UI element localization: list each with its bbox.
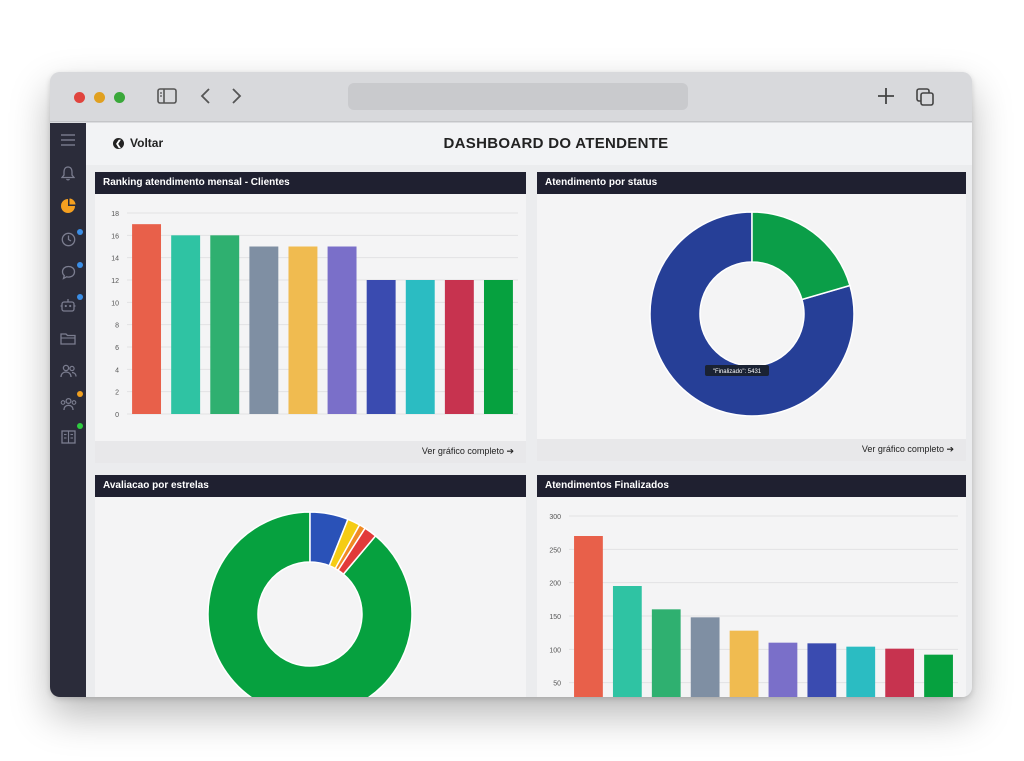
donut-slice[interactable]: [751, 211, 851, 301]
dashboard-content: ❮ Voltar DASHBOARD DO ATENDENTE Ranking …: [86, 123, 972, 697]
panel-ranking-footer: Ver gráfico completo ➔: [95, 441, 526, 463]
y-tick-label: 150: [549, 614, 561, 621]
group-icon[interactable]: [56, 393, 80, 415]
panel-stars: Avaliacao por estrelas: [95, 475, 526, 697]
panel-status-footer: Ver gráfico completo ➔: [537, 439, 966, 461]
address-bar[interactable]: [348, 83, 688, 110]
y-tick-label: 16: [111, 233, 119, 240]
users-icon[interactable]: [56, 360, 80, 382]
maximize-window-button[interactable]: [114, 92, 125, 103]
stars-donut-chart: [207, 511, 413, 697]
building-badge: [77, 423, 83, 429]
y-tick-label: 14: [111, 256, 119, 263]
ranking-bar-chart: 0 2 4 6 8 10 12 14 16 18: [111, 211, 518, 419]
bar[interactable]: [574, 536, 603, 697]
new-tab-icon[interactable]: [876, 86, 896, 111]
browser-window: ❮ Voltar DASHBOARD DO ATENDENTE Ranking …: [50, 72, 972, 697]
status-donut-chart: "Finalizado": 5431: [649, 211, 855, 417]
back-label: Voltar: [130, 136, 164, 150]
bar[interactable]: [729, 630, 759, 697]
bell-icon[interactable]: [56, 162, 80, 184]
clock-badge: [77, 229, 83, 235]
bar[interactable]: [846, 646, 876, 697]
back-arrow-icon: ❮: [113, 137, 124, 149]
back-nav-icon[interactable]: [198, 86, 214, 111]
status-tooltip: "Finalizado": 5431: [705, 365, 769, 376]
y-tick-label: 10: [111, 300, 119, 307]
y-tick-label: 12: [111, 278, 119, 285]
chat-icon[interactable]: [56, 261, 80, 283]
finalizados-bar-chart: 50 100 150 200 250 300: [549, 514, 958, 697]
bar[interactable]: [210, 235, 240, 414]
panel-stars-title: Avaliacao por estrelas: [95, 475, 526, 497]
y-tick-label: 200: [549, 581, 561, 588]
bar[interactable]: [288, 246, 318, 415]
minimize-window-button[interactable]: [94, 92, 105, 103]
bar[interactable]: [132, 224, 162, 414]
panel-status: Atendimento por status "Finalizado": 543…: [537, 172, 966, 461]
panel-finalizados-title: Atendimentos Finalizados: [537, 475, 966, 497]
status-full-chart-link[interactable]: Ver gráfico completo ➔: [861, 444, 954, 454]
panel-status-title: Atendimento por status: [537, 172, 966, 194]
bar[interactable]: [612, 586, 642, 697]
dashboard-topbar: ❮ Voltar DASHBOARD DO ATENDENTE: [86, 123, 972, 165]
panel-ranking: Ranking atendimento mensal - Clientes 0 2…: [95, 172, 526, 463]
menu-icon[interactable]: [56, 129, 80, 151]
bar[interactable]: [651, 609, 681, 697]
sidebar: [50, 123, 86, 697]
browser-titlebar: [50, 72, 972, 122]
bar[interactable]: [171, 235, 201, 414]
robot-icon[interactable]: [56, 294, 80, 316]
chat-badge: [77, 262, 83, 268]
y-tick-label: 4: [115, 367, 119, 374]
robot-badge: [77, 294, 83, 300]
bar[interactable]: [444, 280, 474, 414]
forward-nav-icon[interactable]: [228, 86, 244, 111]
y-tick-label: 100: [549, 647, 561, 654]
clock-icon[interactable]: [56, 228, 80, 250]
y-tick-label: 250: [549, 547, 561, 554]
donut-slice[interactable]: [207, 511, 413, 697]
status-tooltip-text: "Finalizado": 5431: [713, 369, 762, 375]
bar[interactable]: [924, 654, 953, 697]
close-window-button[interactable]: [74, 92, 85, 103]
bar[interactable]: [483, 280, 513, 414]
sidebar-toggle-icon[interactable]: [156, 86, 178, 111]
pie-chart-icon[interactable]: [56, 195, 80, 217]
bar[interactable]: [885, 648, 915, 697]
y-tick-label: 6: [115, 345, 119, 352]
bar[interactable]: [366, 280, 396, 414]
y-tick-label: 50: [553, 681, 561, 688]
y-tick-label: 18: [111, 211, 119, 218]
bar[interactable]: [405, 280, 435, 414]
bar[interactable]: [327, 246, 357, 415]
back-button[interactable]: ❮ Voltar: [113, 136, 163, 150]
donut-slice[interactable]: [337, 527, 377, 576]
bar[interactable]: [249, 246, 279, 415]
ranking-full-chart-link[interactable]: Ver gráfico completo ➔: [421, 446, 514, 456]
group-badge: [77, 391, 83, 397]
building-icon[interactable]: [56, 426, 80, 448]
tabs-overview-icon[interactable]: [914, 86, 936, 113]
bar[interactable]: [807, 643, 837, 697]
page-title: DASHBOARD DO ATENDENTE: [443, 135, 669, 152]
panel-ranking-title: Ranking atendimento mensal - Clientes: [95, 172, 526, 194]
bar[interactable]: [768, 642, 798, 697]
bar[interactable]: [690, 617, 720, 697]
y-tick-label: 300: [549, 514, 561, 521]
y-tick-label: 8: [115, 323, 119, 330]
folder-icon[interactable]: [56, 327, 80, 349]
y-tick-label: 2: [115, 390, 119, 397]
panel-finalizados: Atendimentos Finalizados 50 100 150 200 250 3…: [537, 475, 966, 697]
y-tick-label: 0: [115, 412, 119, 419]
